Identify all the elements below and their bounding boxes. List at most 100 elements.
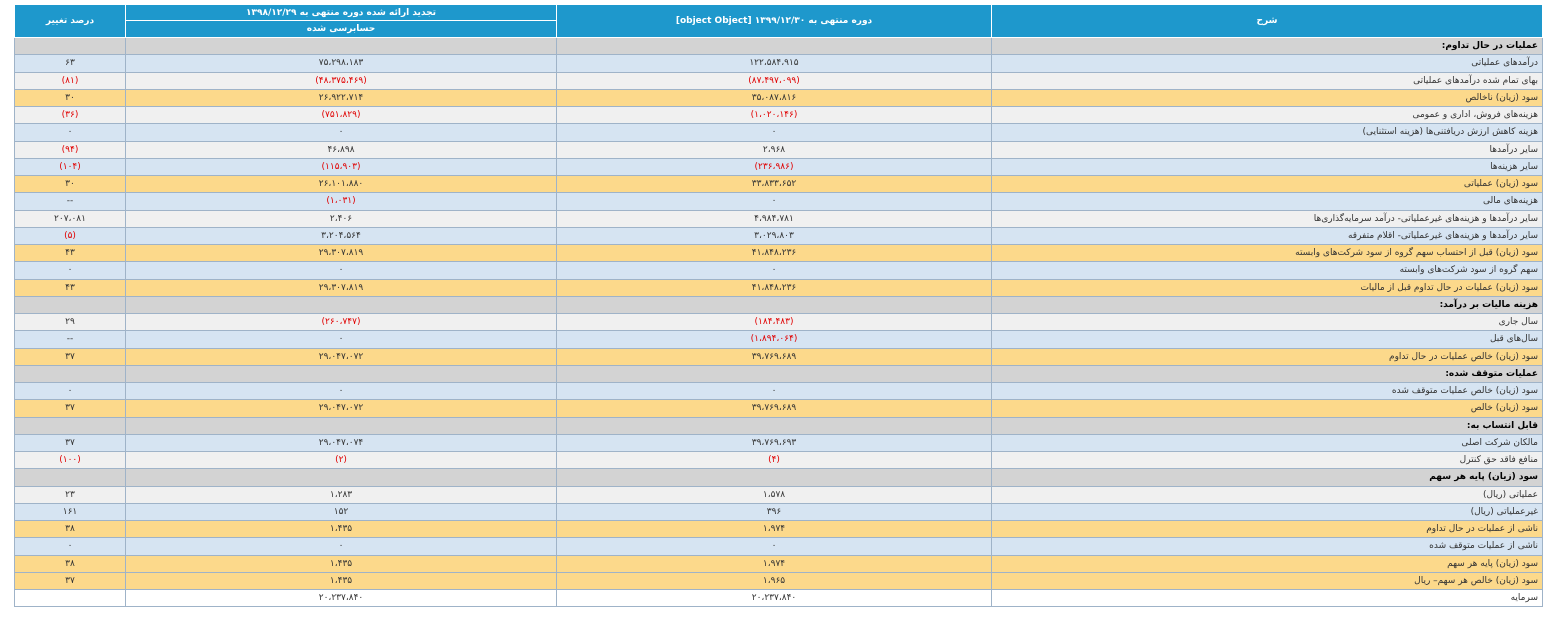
row-description: بهای تمام شده درآمدهای عملیاتی xyxy=(1413,75,1538,86)
current-period-value: ۳۹،۷۶۹،۶۸۹ xyxy=(751,351,797,362)
percent-change-value: ۰ xyxy=(67,541,73,552)
current-period-value-cell: (۱۸۴،۴۸۳) xyxy=(556,312,992,332)
previous-period-value-cell: ۰ xyxy=(125,537,557,556)
previous-period-value: (۴۸،۳۷۵،۴۶۹) xyxy=(315,75,367,86)
current-period-value: ۳۹۶ xyxy=(766,506,782,517)
percent-change-value-cell: (۳۶) xyxy=(14,105,126,125)
percent-change-value: ۳۷ xyxy=(65,575,75,586)
percent-change-value: ۱۶۱ xyxy=(62,506,78,517)
percent-change-value-cell xyxy=(14,364,126,384)
percent-change-value-cell: ۰ xyxy=(14,123,126,142)
previous-period-value-cell xyxy=(125,36,557,56)
row-description-cell: منافع فاقد حق کنترل xyxy=(991,450,1543,470)
previous-period-value-cell xyxy=(125,364,557,384)
current-period-value-cell: ۰ xyxy=(556,261,992,280)
percent-change-value-cell: ۰ xyxy=(14,381,126,401)
row-description-cell: سود (زیان) خالص عملیات در حال تداوم xyxy=(991,347,1543,366)
current-period-value: ۰ xyxy=(771,386,777,397)
percent-change-value: ۴۳ xyxy=(65,282,75,293)
previous-period-value-cell: ۲۹،۳۰۷،۸۱۹ xyxy=(125,243,557,263)
percent-change-value-cell: (۵) xyxy=(14,226,126,246)
previous-period-value: (۲) xyxy=(335,455,347,466)
header-current-period: دوره منتهی به ۱۳۹۹/۱۲/۳۰ [object Object] xyxy=(556,4,992,38)
previous-period-value-cell: (۷۵۱،۸۲۹) xyxy=(125,105,557,125)
table-row: هزینه‌های مالی ۰ (۱،۰۳۱) -- xyxy=(14,192,1543,211)
current-period-value-cell xyxy=(556,295,992,315)
current-period-value-cell: ۲۰،۲۳۷،۸۴۰ xyxy=(556,588,992,608)
table-row: سایر هزینه‌ها (۲۳۶،۹۸۶) (۱۱۵،۹۰۳) (۱۰۴) xyxy=(14,157,1543,177)
current-period-value-cell: (۴) xyxy=(556,450,992,470)
previous-period-value: ۲۹،۰۴۷،۰۷۴ xyxy=(318,437,364,448)
row-description: مالکان شرکت اصلی xyxy=(1461,437,1538,448)
previous-period-value: ۲۹،۰۴۷،۰۷۲ xyxy=(318,403,364,414)
row-description-cell: قابل انتساب به: xyxy=(991,416,1543,435)
percent-change-value-cell: ۰ xyxy=(14,261,126,280)
percent-change-value-cell: -- xyxy=(14,330,126,349)
row-description: سود (زیان) عملیات در حال تداوم قبل از ما… xyxy=(1360,282,1538,293)
previous-period-value: ۰ xyxy=(338,127,344,138)
previous-period-value: ۱،۴۳۵ xyxy=(329,575,353,586)
previous-period-value-cell: ۰ xyxy=(125,381,557,401)
current-period-value-cell xyxy=(556,364,992,384)
previous-period-value: ۲۹،۳۰۷،۸۱۹ xyxy=(318,282,364,293)
percent-change-value: ۶۳ xyxy=(65,58,75,69)
percent-change-value: (۵) xyxy=(64,230,76,241)
percent-change-value-cell xyxy=(14,295,126,315)
current-period-value: ۱،۹۷۴ xyxy=(762,524,786,535)
row-description-cell: سال جاری xyxy=(991,312,1543,332)
previous-period-value-cell: ۱،۲۸۳ xyxy=(125,485,557,504)
percent-change-value-cell: ۳۰ xyxy=(14,88,126,108)
header-row: شرح دوره منتهی به ۱۳۹۹/۱۲/۳۰ [object Obj… xyxy=(14,4,1543,38)
row-description: سود (زیان) خالص عملیات در حال تداوم xyxy=(1389,351,1538,362)
previous-period-value-cell: ۰ xyxy=(125,261,557,280)
row-description: سال‌های قبل xyxy=(1489,334,1538,345)
percent-change-value-cell xyxy=(14,468,126,487)
current-period-value-cell: ۱۲۲،۵۸۴،۹۱۵ xyxy=(556,54,992,73)
row-description: سایر درآمدها و هزینه‌های غیرعملیاتی- درآ… xyxy=(1313,213,1538,224)
header-description: شرح xyxy=(991,4,1543,38)
previous-period-value: ۴۶،۸۹۸ xyxy=(327,144,355,155)
current-period-value: ۱،۵۷۸ xyxy=(762,489,786,500)
row-description-cell: ناشی از عملیات در حال تداوم xyxy=(991,519,1543,539)
current-period-value: ۱،۹۷۴ xyxy=(762,558,786,569)
row-description-cell: سود (زیان) عملیات در حال تداوم قبل از ما… xyxy=(991,278,1543,297)
row-description-cell: سال‌های قبل xyxy=(991,330,1543,349)
row-description: سود (زیان) خالص عملیات متوقف شده xyxy=(1391,386,1538,397)
percent-change-value-cell: (۱۰۰) xyxy=(14,450,126,470)
percent-change-value-cell: ۳۷ xyxy=(14,433,126,453)
current-period-value: ۳،۰۲۹،۸۰۳ xyxy=(754,230,794,241)
header-percent-change: درصد تغییر xyxy=(14,4,126,38)
previous-period-value-cell: ۲۹،۳۰۷،۸۱۹ xyxy=(125,278,557,297)
percent-change-value: -- xyxy=(66,334,74,345)
row-description: قابل انتساب به: xyxy=(1466,420,1538,431)
previous-period-value: ۰ xyxy=(338,334,344,345)
percent-change-value: ۲۹ xyxy=(65,317,75,328)
percent-change-value: ۳۸ xyxy=(65,524,75,535)
previous-period-value-cell: ۲۰،۲۳۷،۸۴۰ xyxy=(125,588,557,608)
previous-period-value-cell: ۳،۲۰۴،۵۶۴ xyxy=(125,226,557,246)
row-description: سال جاری xyxy=(1498,317,1538,328)
row-description: عملیاتی (ریال) xyxy=(1482,489,1538,500)
table-body: عملیات در حال تداوم: درآمدهای عملیاتی ۱۲۲،… xyxy=(14,36,1543,608)
table-row: سایر درآمدها و هزینه‌های غیرعملیاتی- اقل… xyxy=(14,226,1543,246)
current-period-value: ۳۵،۰۸۷،۸۱۶ xyxy=(751,92,797,103)
row-description-cell: سود (زیان) قبل از احتساب سهم گروه از سود… xyxy=(991,243,1543,263)
table-row: ناشی از عملیات متوقف شده ۰ ۰ ۰ xyxy=(14,537,1543,556)
row-description: سود (زیان) عملیاتی xyxy=(1463,179,1538,190)
row-description: ناشی از عملیات در حال تداوم xyxy=(1426,524,1538,535)
current-period-value-cell: (۸۷،۴۹۷،۰۹۹) xyxy=(556,71,992,90)
current-period-value: ۰ xyxy=(771,265,777,276)
row-description-cell: درآمدهای عملیاتی xyxy=(991,54,1543,73)
current-period-value: (۱۸۴،۴۸۳) xyxy=(754,317,794,328)
previous-period-value-cell: ۱،۴۳۵ xyxy=(125,554,557,573)
section-row: عملیات متوقف شده: xyxy=(14,364,1543,384)
percent-change-value-cell xyxy=(14,588,126,608)
previous-period-value-cell xyxy=(125,295,557,315)
previous-period-value: (۱۱۵،۹۰۳) xyxy=(321,161,361,172)
previous-period-value: ۱،۴۳۵ xyxy=(329,524,353,535)
table-row: سود (زیان) خالص عملیات متوقف شده ۰ ۰ ۰ xyxy=(14,381,1543,401)
table-row: بهای تمام شده درآمدهای عملیاتی (۸۷،۴۹۷،۰۹… xyxy=(14,71,1543,90)
percent-change-value: -- xyxy=(66,196,74,207)
percent-change-value-cell: (۹۴) xyxy=(14,140,126,159)
percent-change-value: ۰ xyxy=(67,265,73,276)
